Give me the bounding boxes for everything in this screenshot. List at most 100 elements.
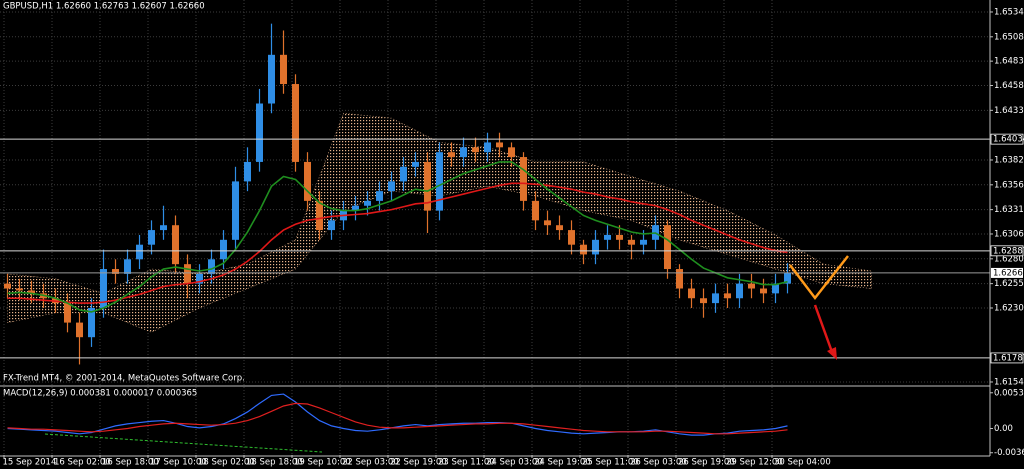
x-tick-label: 26 Sep 03:00 — [630, 458, 687, 468]
forecast-arrow — [789, 255, 849, 301]
level-label-box — [990, 245, 1024, 257]
x-tick-label: 18 Sep 02:00 — [198, 458, 255, 468]
x-tick-label: 30 Sep 04:00 — [774, 458, 831, 468]
macd-layer — [7, 393, 788, 436]
candle-body — [628, 239, 635, 245]
x-tick-label: 15 Sep 2014 — [3, 458, 57, 468]
x-tick-label: 19 Sep 10:00 — [294, 458, 351, 468]
candle-body — [448, 152, 455, 158]
x-tick-label: 22 Sep 19:00 — [390, 458, 447, 468]
candle-body — [640, 239, 647, 245]
candle-body — [268, 54, 275, 104]
x-tick-label: 24 Sep 03:00 — [486, 458, 543, 468]
arrow-head — [827, 347, 837, 360]
candle-body — [532, 200, 539, 221]
candle-body — [412, 161, 419, 167]
candle-body — [544, 220, 551, 226]
macd-tick-label: -0.003660 — [994, 448, 1024, 458]
y-tick-label: 1.65340 — [994, 7, 1024, 17]
candle-body — [28, 290, 35, 294]
y-tick-label: 1.64835 — [994, 57, 1024, 67]
moving-average — [7, 161, 788, 313]
x-tick-label: 22 Sep 03:00 — [342, 458, 399, 468]
candle-body — [520, 157, 527, 201]
chart-header: GBPUSD,H1 1.62660 1.62763 1.62607 1.6266… — [3, 2, 205, 12]
candle-body — [112, 269, 119, 274]
x-tick-label: 16 Sep 02:00 — [54, 458, 111, 468]
candle-body — [592, 239, 599, 255]
y-tick-label: 1.63820 — [994, 155, 1024, 165]
candle-body — [124, 259, 131, 274]
candle-body — [376, 191, 383, 201]
candle-body — [196, 273, 203, 284]
y-tick-label: 1.62805 — [994, 254, 1024, 264]
y-tick-label: 1.64585 — [994, 81, 1024, 91]
x-tick-label: 25 Sep 11:00 — [582, 458, 639, 468]
y-tick-label: 1.62550 — [994, 279, 1024, 289]
moving-average — [7, 182, 788, 304]
x-tick-label: 17 Sep 10:00 — [150, 458, 207, 468]
candle-body — [568, 230, 575, 245]
candle-body — [748, 283, 755, 289]
macd-tick-label: 0.00 — [994, 424, 1013, 434]
candle-body — [256, 103, 263, 162]
candle-body — [280, 54, 287, 85]
current-price-label: 1.62660 — [993, 268, 1024, 278]
x-tick-label: 24 Sep 19:00 — [534, 458, 591, 468]
candle-body — [232, 181, 239, 240]
y-tick-label: 1.61540 — [994, 377, 1024, 387]
candle-body — [604, 234, 611, 240]
level-label-box — [990, 133, 1024, 145]
candle-body — [688, 288, 695, 299]
macd-label: MACD(12,26,9) 0.000381 0.000017 0.000365 — [3, 389, 197, 399]
candle-body — [784, 272, 791, 284]
candle-body — [616, 234, 623, 240]
candle-body — [100, 269, 107, 308]
x-tick-label: 23 Sep 11:00 — [438, 458, 495, 468]
copyright: FX-Trend MT4, © 2001-2014, MetaQuotes So… — [3, 374, 245, 384]
cloud-layer — [7, 112, 872, 333]
candle-body — [220, 239, 227, 260]
candle-body — [580, 244, 587, 255]
candle-body — [352, 205, 359, 211]
y-tick-label: 1.62300 — [994, 303, 1024, 313]
candle-body — [364, 200, 371, 206]
x-tick-label: 29 Sep 12:00 — [726, 458, 783, 468]
ichimoku-cloud — [7, 112, 872, 333]
y-tick-label: 1.63060 — [994, 229, 1024, 239]
candle-body — [700, 298, 707, 304]
candle-body — [772, 283, 779, 294]
macd-line — [7, 393, 788, 436]
candle-body — [676, 269, 683, 289]
forecast-arrow — [813, 304, 834, 353]
x-tick-label: 18 Sep 18:00 — [246, 458, 303, 468]
candle-body — [388, 181, 395, 192]
candle-layer — [4, 23, 791, 365]
candle-body — [712, 293, 719, 304]
candle-body — [4, 283, 11, 289]
level-label-box — [990, 352, 1024, 364]
candle-body — [736, 283, 743, 299]
candle-body — [304, 161, 311, 201]
candle-body — [328, 220, 335, 231]
candle-body — [160, 225, 167, 231]
candle-body — [76, 322, 83, 338]
indicator-layer — [0, 138, 990, 359]
x-tick-label: 16 Sep 18:00 — [102, 458, 159, 468]
candle-body — [316, 200, 323, 231]
candle-body — [496, 142, 503, 148]
candle-body — [16, 288, 23, 291]
y-tick-label: 1.63310 — [994, 205, 1024, 215]
candle-body — [400, 166, 407, 182]
macd-tick-label: 0.005397 — [994, 388, 1024, 398]
candle-body — [436, 152, 443, 211]
x-tick-label: 26 Sep 19:00 — [678, 458, 735, 468]
y-tick-label: 1.64330 — [994, 106, 1024, 116]
candle-body — [664, 225, 671, 270]
candle-body — [88, 307, 95, 338]
level-label: 1.62887 — [993, 246, 1024, 256]
candle-body — [508, 147, 515, 158]
candle-body — [184, 264, 191, 284]
